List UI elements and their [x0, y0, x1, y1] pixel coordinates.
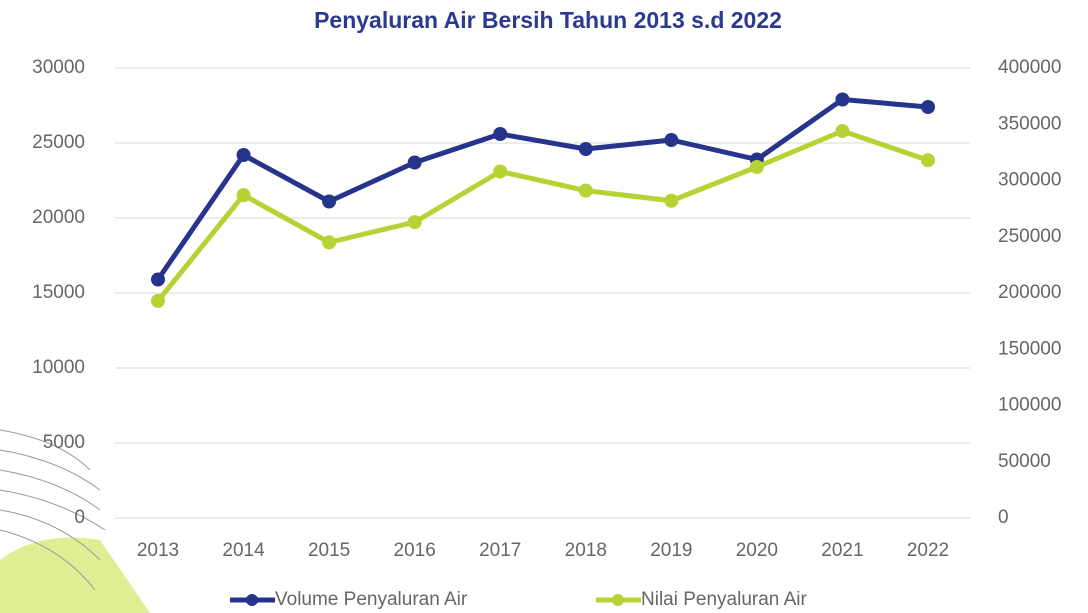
chart: Penyaluran Air Bersih Tahun 2013 s.d 202…: [0, 0, 1088, 613]
data-point: [750, 160, 764, 174]
x-tick-label: 2020: [736, 540, 778, 561]
data-point: [921, 100, 935, 114]
y2-tick-label: 350000: [998, 113, 1061, 134]
x-tick-label: 2021: [821, 540, 863, 561]
data-point: [664, 133, 678, 147]
series-line: [158, 100, 928, 280]
chart-title: Penyaluran Air Bersih Tahun 2013 s.d 202…: [314, 7, 782, 33]
x-tick-label: 2019: [650, 540, 692, 561]
y-tick-label: 0: [74, 507, 85, 528]
data-point: [493, 165, 507, 179]
data-point: [493, 127, 507, 141]
data-point: [835, 124, 849, 138]
background-shape: [0, 538, 150, 613]
y-tick-label: 15000: [32, 282, 85, 303]
y-tick-label: 30000: [32, 57, 85, 78]
data-point: [237, 148, 251, 162]
x-tick-label: 2013: [137, 540, 179, 561]
series-line: [158, 131, 928, 301]
legend-item: Nilai Penyaluran Air: [596, 589, 807, 610]
data-point: [664, 194, 678, 208]
y-tick-label: 10000: [32, 357, 85, 378]
y2-tick-label: 300000: [998, 170, 1061, 191]
data-point: [835, 93, 849, 107]
y2-tick-label: 150000: [998, 338, 1061, 359]
legend-item: Volume Penyaluran Air: [230, 589, 468, 610]
x-tick-label: 2018: [565, 540, 607, 561]
legend-marker: [246, 594, 258, 606]
x-tick-label: 2022: [907, 540, 949, 561]
legend-label: Volume Penyaluran Air: [275, 589, 468, 610]
y2-tick-label: 0: [998, 507, 1009, 528]
x-tick-label: 2014: [222, 540, 265, 561]
x-tick-label: 2017: [479, 540, 521, 561]
y-tick-label: 25000: [32, 132, 85, 153]
data-point: [579, 184, 593, 198]
legend-marker: [612, 594, 624, 606]
legend-label: Nilai Penyaluran Air: [641, 589, 807, 610]
y2-tick-label: 400000: [998, 57, 1061, 78]
y2-tick-label: 250000: [998, 226, 1061, 247]
y2-tick-label: 100000: [998, 395, 1061, 416]
data-point: [151, 273, 165, 287]
data-point: [237, 188, 251, 202]
data-point: [151, 294, 165, 308]
data-point: [322, 235, 336, 249]
x-tick-label: 2016: [394, 540, 436, 561]
x-tick-label: 2015: [308, 540, 350, 561]
y2-tick-label: 200000: [998, 282, 1061, 303]
y-tick-label: 20000: [32, 207, 85, 228]
data-point: [408, 156, 422, 170]
y2-tick-label: 50000: [998, 451, 1051, 472]
data-point: [322, 195, 336, 209]
y-tick-label: 5000: [43, 432, 85, 453]
data-point: [921, 153, 935, 167]
data-point: [579, 142, 593, 156]
data-point: [408, 215, 422, 229]
